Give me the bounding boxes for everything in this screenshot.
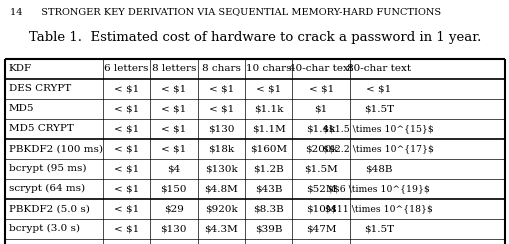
- Text: $1.1k: $1.1k: [253, 104, 283, 113]
- Text: $130: $130: [160, 224, 187, 233]
- Text: < $1: < $1: [161, 104, 186, 113]
- Text: < $1: < $1: [114, 144, 138, 153]
- Text: PBKDF2 (100 ms): PBKDF2 (100 ms): [9, 144, 102, 153]
- Text: < $1: < $1: [114, 104, 138, 113]
- Text: < $1: < $1: [114, 124, 138, 133]
- Text: < $1: < $1: [365, 84, 390, 93]
- Text: bcrypt (95 ms): bcrypt (95 ms): [9, 164, 86, 173]
- Text: $130k: $130k: [205, 164, 237, 173]
- Text: $10M: $10M: [305, 204, 336, 213]
- Text: 8 chars: 8 chars: [202, 64, 240, 73]
- Text: < $1: < $1: [114, 84, 138, 93]
- Text: $160M: $160M: [250, 144, 287, 153]
- Text: Table 1.  Estimated cost of hardware to crack a password in 1 year.: Table 1. Estimated cost of hardware to c…: [29, 30, 480, 43]
- Text: $43B: $43B: [254, 184, 282, 193]
- Text: < $1: < $1: [114, 204, 138, 213]
- Text: < $1: < $1: [161, 144, 186, 153]
- Text: < $1: < $1: [161, 124, 186, 133]
- Text: $4.8M: $4.8M: [204, 184, 238, 193]
- Text: $$11 \times 10^{18}$: $$11 \times 10^{18}$: [324, 204, 432, 213]
- Text: PBKDF2 (5.0 s): PBKDF2 (5.0 s): [9, 204, 90, 213]
- Text: 80-char text: 80-char text: [346, 64, 410, 73]
- Text: bcrypt (3.0 s): bcrypt (3.0 s): [9, 224, 79, 233]
- Text: $52M: $52M: [305, 184, 336, 193]
- Text: KDF: KDF: [9, 64, 32, 73]
- Text: < $1: < $1: [208, 84, 234, 93]
- Text: < $1: < $1: [308, 84, 333, 93]
- Text: $4: $4: [167, 164, 180, 173]
- Text: $39B: $39B: [254, 224, 282, 233]
- Text: $1.4k: $1.4k: [306, 124, 335, 133]
- Text: $920k: $920k: [205, 204, 237, 213]
- Text: < $1: < $1: [114, 184, 138, 193]
- Text: $$6 \times 10^{19}$: $$6 \times 10^{19}$: [327, 184, 429, 193]
- Text: 40-char text: 40-char text: [289, 64, 353, 73]
- Text: $1: $1: [314, 104, 327, 113]
- Text: $8.3B: $8.3B: [253, 204, 284, 213]
- Text: $47M: $47M: [305, 224, 336, 233]
- Text: $$2.2 \times 10^{17}$: $$2.2 \times 10^{17}$: [323, 144, 433, 153]
- Text: MD5: MD5: [9, 104, 34, 113]
- Text: 10 chars: 10 chars: [245, 64, 291, 73]
- Text: 6 letters: 6 letters: [104, 64, 148, 73]
- Text: < $1: < $1: [161, 84, 186, 93]
- Text: $200k: $200k: [304, 144, 337, 153]
- Text: $150: $150: [160, 184, 187, 193]
- Text: $48B: $48B: [364, 164, 392, 173]
- Text: $29: $29: [163, 204, 183, 213]
- Text: 14      STRONGER KEY DERIVATION VIA SEQUENTIAL MEMORY-HARD FUNCTIONS: 14 STRONGER KEY DERIVATION VIA SEQUENTIA…: [10, 7, 440, 16]
- Text: < $1: < $1: [208, 104, 234, 113]
- Text: $18k: $18k: [208, 144, 234, 153]
- Text: $1.1M: $1.1M: [251, 124, 285, 133]
- Text: $4.3M: $4.3M: [204, 224, 238, 233]
- Text: $1.5T: $1.5T: [363, 104, 393, 113]
- Text: < $1: < $1: [114, 224, 138, 233]
- Text: 8 letters: 8 letters: [151, 64, 195, 73]
- Text: $130: $130: [208, 124, 234, 133]
- Text: < $1: < $1: [256, 84, 281, 93]
- Text: DES CRYPT: DES CRYPT: [9, 84, 71, 93]
- Text: $1.2B: $1.2B: [253, 164, 284, 173]
- Text: $$1.5 \times 10^{15}$: $$1.5 \times 10^{15}$: [323, 124, 433, 133]
- Text: $1.5T: $1.5T: [363, 224, 393, 233]
- Text: < $1: < $1: [114, 164, 138, 173]
- Text: MD5 CRYPT: MD5 CRYPT: [9, 124, 73, 133]
- Text: $1.5M: $1.5M: [304, 164, 337, 173]
- Text: scrypt (64 ms): scrypt (64 ms): [9, 184, 84, 193]
